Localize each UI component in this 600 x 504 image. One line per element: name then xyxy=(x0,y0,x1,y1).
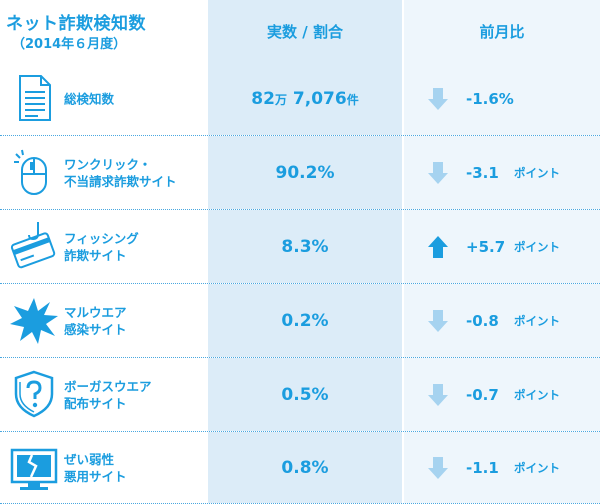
credit-card-hook-icon xyxy=(10,222,56,269)
row-delta: -1.6% xyxy=(466,89,514,108)
page-subtitle: （2014年６月度） xyxy=(12,37,127,52)
row-delta: +5.7 xyxy=(466,237,506,256)
shield-question-icon xyxy=(14,370,54,418)
row-label: マルウエア 感染サイト xyxy=(64,304,127,337)
row-delta-unit: ポイント xyxy=(514,313,560,328)
row-label: フィッシング 詐欺サイト xyxy=(64,230,139,263)
arrow-down-icon xyxy=(428,161,448,184)
row-value: 82万 7,076件 xyxy=(251,88,359,109)
row-value: 0.5% xyxy=(281,384,329,405)
row-delta-unit: ポイント xyxy=(514,239,560,254)
row-delta-unit: ポイント xyxy=(514,165,560,180)
broken-monitor-icon xyxy=(10,448,58,490)
row-value: 0.2% xyxy=(281,310,329,331)
row-label: ボーガスウエア 配布サイト xyxy=(64,378,152,411)
header-col-change: 前月比 xyxy=(402,0,600,62)
row-value: 8.3% xyxy=(281,236,329,257)
row-delta-unit: ポイント xyxy=(514,460,560,475)
row-label: 総検知数 xyxy=(64,91,115,106)
table-row-vulnerability: ぜい弱性 悪用サイト 0.8% -1.1 ポイント xyxy=(0,432,600,504)
arrow-down-icon xyxy=(428,456,448,479)
row-delta: -1.1 xyxy=(466,458,499,477)
row-delta: -3.1 xyxy=(466,163,499,182)
table-row-oneclick: ワンクリック・ 不当請求詐欺サイト 90.2% -3.1 ポイント xyxy=(0,136,600,210)
row-value: 90.2% xyxy=(275,162,335,183)
mouse-icon xyxy=(14,149,47,195)
table-row-total: 総検知数 82万 7,076件 -1.6% xyxy=(0,62,600,136)
row-value: 0.8% xyxy=(281,457,329,478)
arrow-down-icon xyxy=(428,383,448,406)
col-change-label: 前月比 xyxy=(479,22,525,41)
header-col-count: 実数 / 割合 xyxy=(208,0,402,62)
table-row-phishing: フィッシング 詐欺サイト 8.3% +5.7 ポイント xyxy=(0,210,600,284)
arrow-down-icon xyxy=(428,309,448,332)
table-row-malware: マルウエア 感染サイト 0.2% -0.8 ポイント xyxy=(0,284,600,358)
table-header: ネット詐欺検知数 （2014年６月度） 実数 / 割合 前月比 xyxy=(0,0,600,62)
arrow-up-icon xyxy=(428,235,448,258)
row-delta-unit: ポイント xyxy=(514,387,560,402)
header-title-cell: ネット詐欺検知数 （2014年６月度） xyxy=(0,0,208,62)
malware-splat-icon xyxy=(10,298,58,344)
row-label: ワンクリック・ 不当請求詐欺サイト xyxy=(64,156,177,189)
row-delta: -0.7 xyxy=(466,385,499,404)
page-title: ネット詐欺検知数 xyxy=(6,14,146,34)
col-count-label: 実数 / 割合 xyxy=(267,22,343,41)
row-delta: -0.8 xyxy=(466,311,499,330)
table-row-bogusware: ボーガスウエア 配布サイト 0.5% -0.7 ポイント xyxy=(0,358,600,432)
document-icon xyxy=(19,75,51,121)
row-label: ぜい弱性 悪用サイト xyxy=(64,451,127,484)
arrow-down-icon xyxy=(428,87,448,110)
